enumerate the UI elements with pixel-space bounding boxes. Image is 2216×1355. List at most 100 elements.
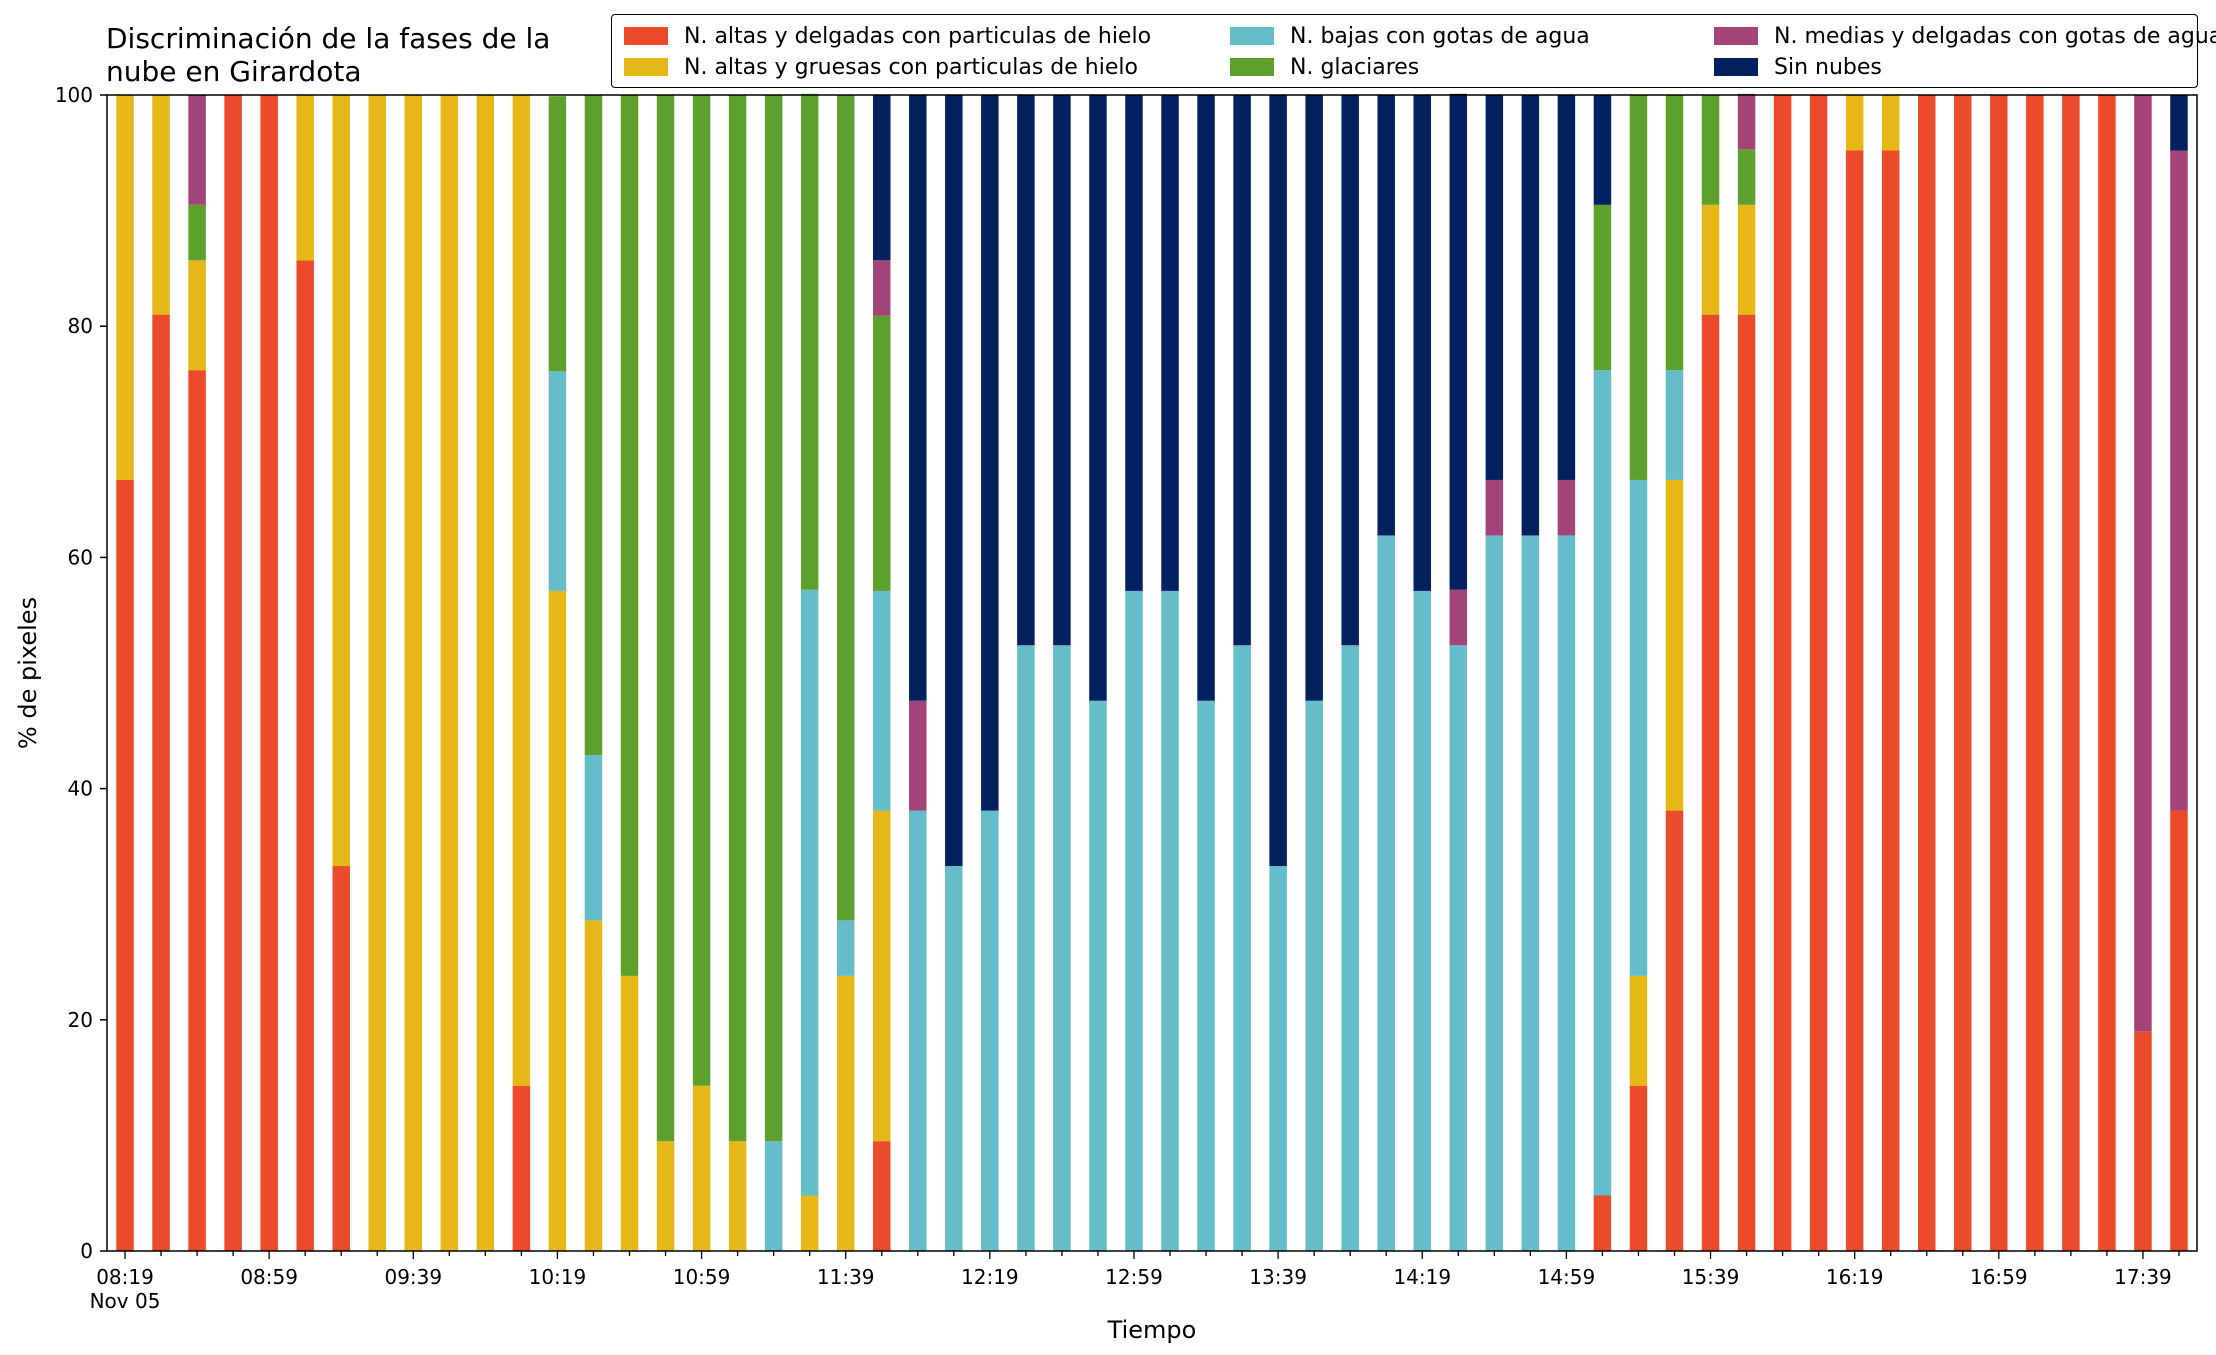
bar-segment [404, 95, 423, 1251]
bar-segment [1881, 95, 1900, 151]
bar-segment [1557, 535, 1576, 1251]
x-tick-label: 08:59 [240, 1265, 298, 1289]
legend-swatch [1714, 58, 1758, 76]
plot-frame [106, 94, 2198, 1252]
bar-segment [2026, 95, 2044, 1251]
bar-segment [1125, 590, 1143, 1251]
bar-segment [909, 700, 927, 811]
bar-segment [1737, 204, 1756, 315]
bar-segment [296, 95, 314, 261]
bar-segment [1341, 95, 1359, 646]
bar-segment [909, 810, 927, 1251]
bar-segment [2170, 150, 2188, 811]
bar-segment [836, 975, 855, 1251]
bar-segment [1593, 370, 1612, 1196]
bar-segment [692, 1085, 711, 1251]
legend-label: N. medias y delgadas con gotas de agua [1774, 23, 2216, 49]
bar-segment [2134, 1031, 2152, 1251]
bar-segment [872, 1141, 891, 1251]
bar-segment [1017, 95, 1035, 646]
chart-title: Discriminación de la fases de la nube en… [106, 22, 626, 88]
legend-swatch [1230, 27, 1274, 45]
bar-segment [332, 866, 350, 1251]
legend-label: N. altas y gruesas con particulas de hie… [684, 54, 1138, 80]
bar-segment [1377, 535, 1395, 1251]
x-tick-label: 14:19 [1393, 1265, 1451, 1289]
bar-segment [872, 810, 891, 1142]
bar-segment [1341, 645, 1359, 1251]
bar-segment [1665, 479, 1684, 811]
x-axis: 08:19 08:59 09:39 10:19 10:59 11:39 12:19 12:59… [90, 1251, 2180, 1313]
legend-label: N. bajas con gotas de agua [1290, 23, 1590, 49]
bar-segment [656, 1141, 675, 1251]
bar-segment [1197, 95, 1215, 701]
bar-segment [476, 95, 495, 1251]
bar-segment [836, 95, 855, 921]
bar-segment [440, 95, 459, 1251]
x-tick-label: 14:59 [1538, 1265, 1596, 1289]
bar-segment [1053, 95, 1071, 646]
y-tick-label: 0 [80, 1239, 93, 1263]
bar-segment [1629, 1085, 1648, 1251]
bar-segment [1017, 645, 1035, 1251]
bar-segment [584, 95, 603, 756]
bar-segment [620, 95, 639, 976]
y-tick-label: 60 [68, 545, 93, 569]
bar-segment [1089, 95, 1107, 701]
bar-segment [1773, 95, 1792, 1251]
bar-segment [1737, 93, 1756, 150]
bar-segment [1485, 479, 1504, 536]
bar-segment [584, 755, 603, 921]
bar-segment [2098, 95, 2116, 1251]
bar-segment [1665, 95, 1684, 371]
bar-segment [1809, 95, 1828, 1251]
bar-segment [1593, 204, 1612, 371]
x-tick-label: 12:59 [1105, 1265, 1163, 1289]
bar-segment [548, 371, 567, 591]
legend-swatch [1230, 58, 1274, 76]
bar-segment [800, 93, 819, 590]
bar-segment [872, 260, 891, 316]
bar-segment [872, 95, 891, 261]
bar-segment [1449, 589, 1468, 646]
bar-segment [692, 95, 711, 1086]
bar-segment [1629, 975, 1648, 1086]
bar-segment [368, 95, 387, 1251]
bar-segment [981, 810, 999, 1251]
bar-segment [1917, 95, 1936, 1251]
bar-segment [1593, 95, 1612, 205]
x-tick-label: 10:59 [673, 1265, 731, 1289]
bar-segment [188, 204, 206, 261]
bar-segment [1557, 479, 1576, 536]
bar-segment [2134, 95, 2152, 1032]
bar-segment [945, 95, 963, 867]
bar-segment [116, 95, 134, 480]
x-tick-label: 15:39 [1682, 1265, 1740, 1289]
bar-segment [800, 589, 819, 1196]
y-tick-label: 100 [55, 83, 93, 107]
bar-segment [1881, 150, 1900, 1252]
bar-segment [620, 975, 639, 1251]
bar-segment [1305, 95, 1323, 701]
bar-segment [1449, 645, 1468, 1251]
bar-segment [1737, 149, 1756, 205]
bar-segment [1053, 645, 1071, 1251]
bar-segment [1701, 204, 1720, 315]
bar-segment [656, 95, 675, 1142]
bar-segment [188, 95, 206, 205]
bar-segment [1593, 1195, 1612, 1251]
bar-segment [1629, 479, 1648, 976]
bar-segment [981, 95, 999, 811]
bar-segment [1197, 700, 1215, 1251]
bar-segment [1125, 95, 1143, 591]
legend-item-altas-gruesas: N. altas y gruesas con particulas de hie… [624, 52, 1138, 82]
bar-segment [1449, 93, 1468, 590]
bar-segment [764, 1141, 783, 1251]
bar-segment [548, 96, 567, 372]
bar-segment [1954, 95, 1972, 1251]
bar-segment [1485, 535, 1504, 1251]
legend-swatch [1714, 27, 1758, 45]
bar-segment [1161, 590, 1179, 1251]
legend-label: Sin nubes [1774, 54, 1882, 80]
x-tick-label: 09:39 [384, 1265, 442, 1289]
